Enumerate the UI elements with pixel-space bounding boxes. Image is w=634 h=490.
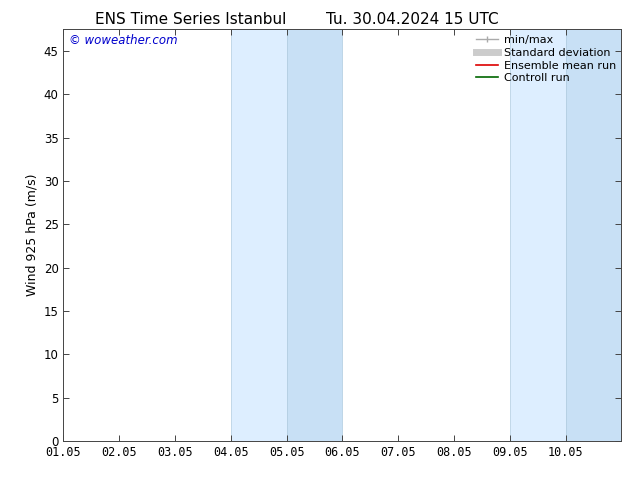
- Bar: [566, 29, 621, 441]
- Bar: [510, 29, 566, 441]
- Bar: [231, 29, 287, 441]
- Text: © woweather.com: © woweather.com: [69, 33, 178, 47]
- Bar: [287, 29, 342, 441]
- Text: Tu. 30.04.2024 15 UTC: Tu. 30.04.2024 15 UTC: [326, 12, 498, 27]
- Text: ENS Time Series Istanbul: ENS Time Series Istanbul: [94, 12, 286, 27]
- Legend: min/max, Standard deviation, Ensemble mean run, Controll run: min/max, Standard deviation, Ensemble me…: [472, 32, 619, 87]
- Y-axis label: Wind 925 hPa (m/s): Wind 925 hPa (m/s): [25, 174, 38, 296]
